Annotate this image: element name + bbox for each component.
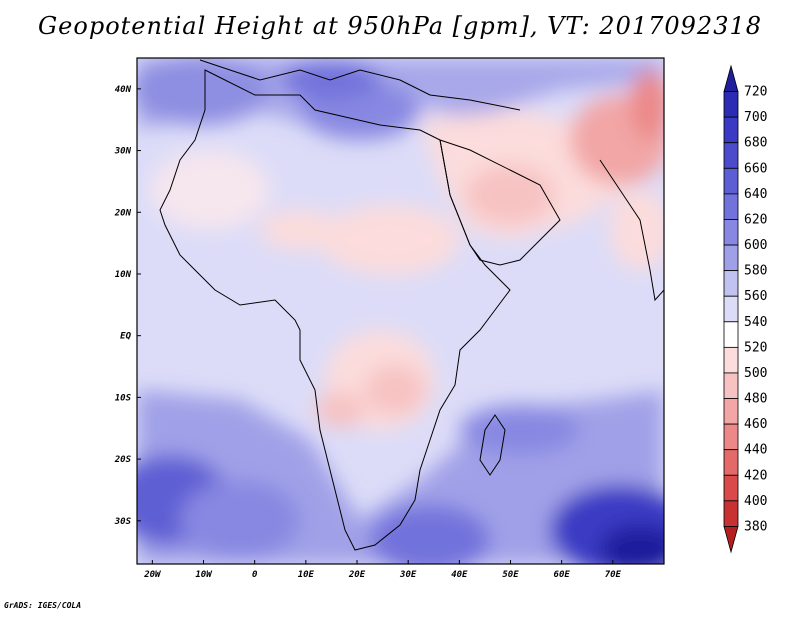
colorbar-swatch: [723, 526, 739, 554]
colorbar-swatch: [723, 295, 739, 323]
lon-tick-label: 70E: [605, 570, 622, 580]
colorbar: 720 700 680 660 640 620 600 580 560 540 520 500 480 4…: [723, 64, 767, 554]
colorbar-label: 620: [744, 212, 767, 227]
colorbar-swatch: [723, 423, 739, 451]
colorbar-label: 500: [744, 366, 767, 381]
colorbar-label: 720: [744, 85, 767, 100]
credit-label: GrADS: IGES/COLA: [4, 601, 82, 610]
lat-tick-label: 30N: [114, 147, 132, 157]
colorbar-swatch: [723, 372, 739, 399]
lat-tick-label: 30S: [114, 517, 132, 527]
colorbar-label: 700: [744, 110, 767, 125]
lon-tick-label: 20W: [143, 570, 162, 580]
colorbar-label: 640: [744, 187, 767, 202]
colorbar-swatch: [723, 398, 739, 425]
colorbar-label: 420: [744, 468, 767, 483]
colorbar-label: 580: [744, 264, 767, 279]
colorbar-swatch: [723, 167, 739, 195]
colorbar-label: 680: [744, 136, 767, 151]
colorbar-swatch: [723, 321, 739, 348]
lon-tick-label: 10W: [195, 570, 213, 580]
chart-title: Geopotential Height at 950hPa [gpm], VT:…: [38, 12, 762, 40]
colorbar-label: 400: [744, 494, 767, 509]
colorbar-label: 540: [744, 315, 767, 330]
lat-tick-label: 20S: [114, 455, 132, 465]
colorbar-swatch: [723, 219, 739, 246]
colorbar-swatch: [723, 64, 739, 92]
colorbar-label: 440: [744, 443, 767, 458]
lon-tick-label: 50E: [502, 570, 519, 580]
longitude-axis: 20W 10W 0 10E 20E 30E 40E 50E 60E 70E: [143, 560, 622, 580]
colorbar-label: 600: [744, 238, 767, 253]
lon-tick-label: 40E: [451, 570, 468, 580]
colorbar-label: 380: [744, 519, 767, 534]
lat-tick-label: 20N: [114, 208, 132, 218]
lat-tick-label: EQ: [120, 332, 131, 342]
colorbar-swatch: [723, 193, 739, 220]
colorbar-swatch: [723, 91, 739, 118]
latitude-axis: 40N 30N 20N 10N EQ 10S 20S 30S: [114, 85, 141, 527]
colorbar-label: 480: [744, 392, 767, 407]
colorbar-label: 520: [744, 340, 767, 355]
lat-tick-label: 10N: [115, 270, 132, 280]
colorbar-label: 560: [744, 289, 767, 304]
madagascar-coastline: [479, 414, 506, 476]
map-frame: [136, 57, 665, 565]
height-field: [137, 58, 664, 564]
lon-tick-label: 0: [252, 570, 258, 580]
lon-tick-label: 60E: [554, 570, 571, 580]
colorbar-label: 660: [744, 161, 767, 176]
colorbar-swatch: [723, 500, 739, 527]
lon-tick-label: 10E: [298, 570, 315, 580]
coastlines: [159, 59, 664, 551]
colorbar-swatch: [723, 346, 739, 374]
colorbar-swatch: [723, 116, 739, 144]
colorbar-swatch: [723, 142, 739, 169]
europe-coastline: [199, 59, 521, 111]
colorbar-label: 460: [744, 417, 767, 432]
colorbar-swatch: [723, 270, 739, 297]
arabia-coastline: [439, 139, 561, 266]
india-coastline: [599, 159, 664, 302]
colorbar-swatch: [723, 449, 739, 476]
colorbar-swatch: [723, 474, 739, 502]
lat-tick-label: 40N: [115, 85, 132, 95]
lon-tick-label: 30E: [399, 570, 417, 580]
lon-tick-label: 20E: [348, 570, 366, 580]
colorbar-swatch: [723, 244, 739, 272]
lat-tick-label: 10S: [115, 393, 132, 403]
